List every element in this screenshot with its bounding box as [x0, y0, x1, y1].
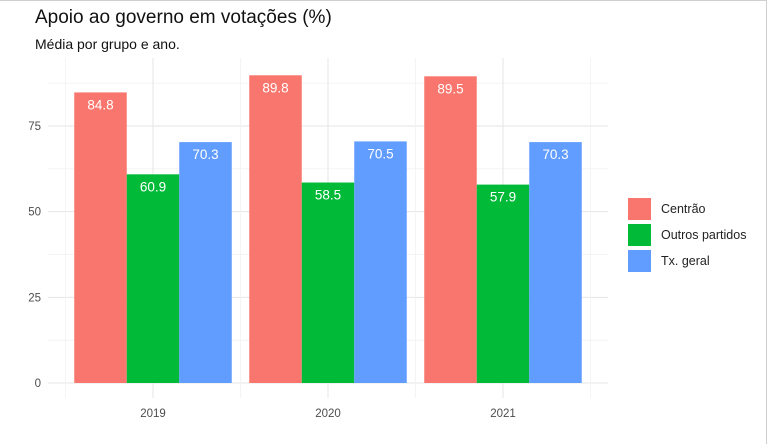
- bar: [126, 174, 180, 383]
- chart-title: Apoio ao governo em votações (%): [35, 7, 332, 28]
- legend-swatch-tx-geral: [628, 250, 651, 272]
- y-tick-label: 0: [35, 378, 41, 390]
- bar: [476, 184, 530, 383]
- bar: [354, 141, 407, 383]
- bar: [529, 142, 582, 383]
- data-label: 70.5: [367, 146, 393, 161]
- legend-label: Outros partidos: [661, 228, 747, 242]
- data-label: 89.8: [262, 80, 288, 95]
- data-label: 89.5: [437, 81, 463, 96]
- x-tick-label: 2019: [140, 408, 166, 420]
- x-tick-label: 2021: [490, 408, 516, 420]
- chart-subtitle: Média por grupo e ano.: [35, 36, 180, 52]
- legend-item-centrao: Centrão: [628, 196, 746, 222]
- bar: [179, 142, 232, 383]
- bar: [301, 182, 355, 383]
- legend-swatch-outros-partidos: [628, 224, 651, 246]
- y-tick-label: 50: [28, 207, 41, 219]
- data-label: 60.9: [140, 179, 166, 194]
- bar: [249, 75, 302, 383]
- x-tick-label: 2020: [315, 408, 341, 420]
- axis-ticks: 0 25 50 75 2019 2020 2021: [28, 121, 516, 420]
- data-label: 70.3: [542, 147, 568, 162]
- legend: Centrão Outros partidos Tx. geral: [628, 196, 746, 274]
- legend-item-tx-geral: Tx. geral: [628, 248, 746, 274]
- data-label: 70.3: [192, 147, 218, 162]
- bars: [74, 75, 582, 384]
- y-tick-label: 25: [28, 292, 41, 304]
- data-label: 84.8: [87, 97, 113, 112]
- data-labels: 84.8 60.9 70.3 89.8 58.5 70.5 89.5 57.9 70.3: [87, 80, 568, 204]
- legend-swatch-centrao: [628, 198, 651, 220]
- legend-label: Centrão: [661, 202, 706, 216]
- y-tick-label: 75: [28, 121, 41, 133]
- legend-label: Tx. geral: [661, 254, 710, 268]
- data-label: 58.5: [315, 188, 341, 203]
- data-label: 57.9: [490, 190, 516, 205]
- legend-item-outros-partidos: Outros partidos: [628, 222, 746, 248]
- bar: [74, 92, 127, 383]
- bar: [424, 76, 477, 384]
